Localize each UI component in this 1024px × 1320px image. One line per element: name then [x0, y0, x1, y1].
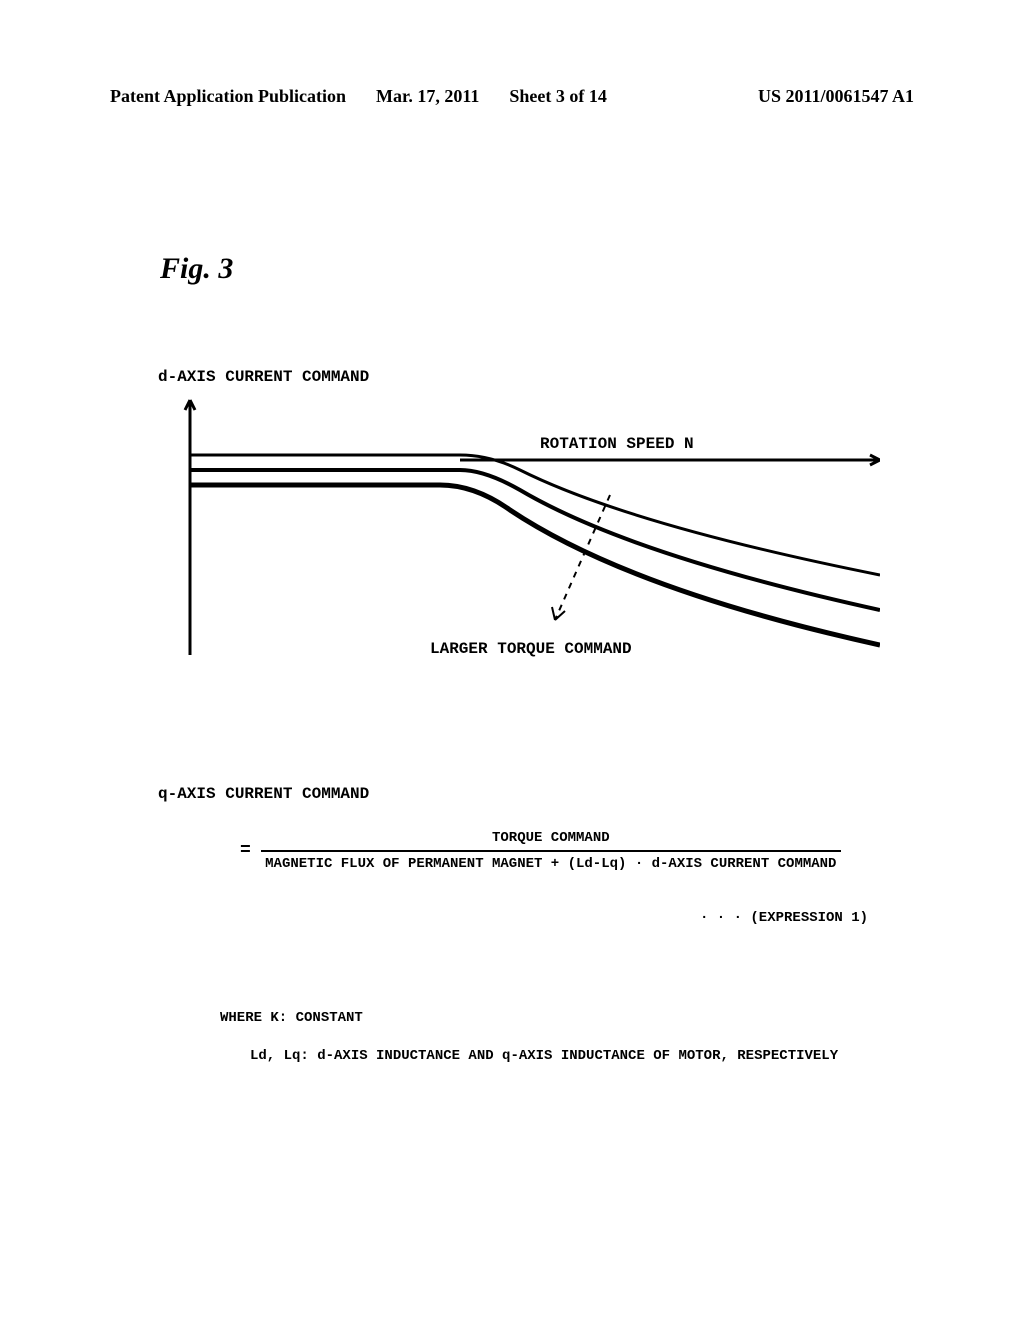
figure-label: Fig. 3	[160, 252, 233, 286]
equals-sign: =	[240, 841, 251, 861]
chart-container	[180, 395, 880, 660]
page-header: Patent Application Publication Mar. 17, …	[0, 86, 1024, 107]
pub-number: US 2011/0061547 A1	[758, 86, 914, 107]
curve-3	[190, 485, 880, 645]
pub-type: Patent Application Publication	[110, 86, 346, 107]
y-axis	[185, 400, 195, 655]
pub-date: Mar. 17, 2011	[376, 86, 479, 107]
x-axis-label: ROTATION SPEED N	[540, 435, 694, 453]
x-axis	[460, 455, 880, 465]
expression-number: · · · (EXPRESSION 1)	[700, 910, 868, 926]
y-axis-label: d-AXIS CURRENT COMMAND	[158, 368, 369, 386]
equation-container: = TORQUE COMMAND MAGNETIC FLUX OF PERMAN…	[240, 830, 841, 872]
denominator: MAGNETIC FLUX OF PERMANENT MAGNET + (Ld-…	[265, 852, 836, 872]
arrow-annotation-label: LARGER TORQUE COMMAND	[430, 640, 632, 658]
q-axis-label: q-AXIS CURRENT COMMAND	[158, 785, 369, 803]
dashed-arrow-head	[552, 607, 565, 620]
numerator: TORQUE COMMAND	[492, 830, 610, 850]
inductance-definition: Ld, Lq: d-AXIS INDUCTANCE AND q-AXIS IND…	[250, 1048, 838, 1064]
curve-2	[190, 470, 880, 610]
fraction: TORQUE COMMAND MAGNETIC FLUX OF PERMANEN…	[261, 830, 841, 872]
where-clause: WHERE K: CONSTANT	[220, 1010, 363, 1026]
header-left: Patent Application Publication Mar. 17, …	[110, 86, 607, 107]
curve-1	[190, 455, 880, 575]
chart-svg	[180, 395, 880, 660]
sheet-number: Sheet 3 of 14	[509, 86, 607, 107]
